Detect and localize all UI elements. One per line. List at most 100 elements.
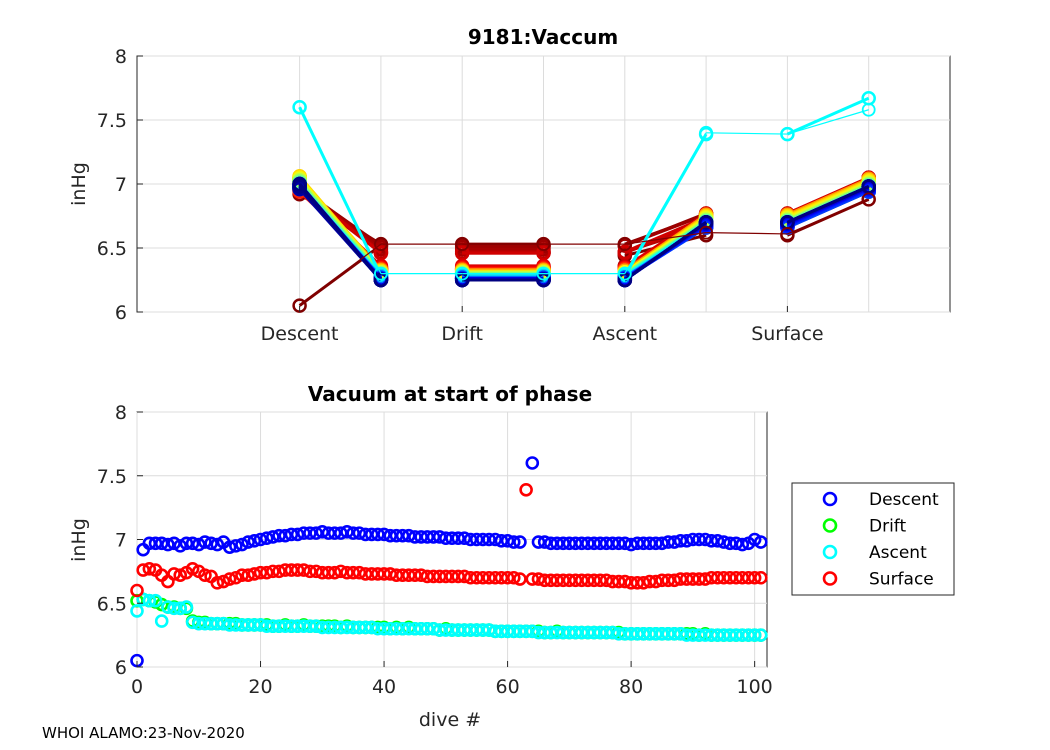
scatter-point bbox=[500, 570, 515, 585]
scatter-point bbox=[500, 533, 515, 548]
scatter-point bbox=[222, 572, 237, 586]
scatter-point bbox=[519, 482, 533, 497]
scatter-point bbox=[179, 536, 194, 551]
bottom-x-tick-label: 40 bbox=[372, 676, 396, 698]
scatter-point bbox=[346, 565, 360, 580]
scatter-point bbox=[679, 533, 694, 548]
scatter-point bbox=[327, 620, 342, 635]
top-highlight-point bbox=[373, 266, 388, 281]
top-y-tick-label: 7.5 bbox=[97, 110, 127, 132]
scatter-point bbox=[574, 625, 589, 640]
scatter-point bbox=[426, 621, 441, 636]
legend-marker bbox=[822, 491, 838, 507]
scatter-point bbox=[636, 576, 651, 590]
scatter-point bbox=[414, 568, 428, 583]
legend-marker bbox=[822, 571, 838, 586]
scatter-point bbox=[142, 536, 157, 551]
scatter-point bbox=[426, 530, 441, 544]
scatter-point bbox=[371, 527, 385, 542]
scatter-point bbox=[161, 537, 175, 552]
scatter-point bbox=[259, 619, 274, 634]
scatter-point bbox=[266, 619, 280, 634]
scatter-point bbox=[469, 570, 484, 585]
scatter-point bbox=[136, 563, 150, 577]
scatter-point bbox=[130, 604, 144, 618]
bottom-points bbox=[130, 456, 768, 668]
scatter-point bbox=[420, 569, 435, 584]
scatter-point bbox=[488, 624, 503, 639]
scatter-point bbox=[476, 532, 490, 547]
scatter-point bbox=[587, 573, 601, 588]
scatter-point bbox=[235, 537, 249, 552]
top-series-segment bbox=[623, 133, 708, 277]
top-x-tick-label: Surface bbox=[751, 323, 823, 345]
scatter-point bbox=[198, 616, 212, 631]
scatter-point bbox=[259, 531, 274, 546]
scatter-point bbox=[673, 533, 688, 548]
scatter-point bbox=[198, 568, 212, 583]
scatter-point bbox=[611, 574, 626, 589]
scatter-point bbox=[185, 536, 200, 551]
scatter-point bbox=[618, 627, 632, 641]
scatter-point bbox=[210, 576, 225, 590]
bottom-chart: 0 20 40 60 80 100 6 6.5 7 7.5 8 Vacuum at start of… bbox=[68, 382, 955, 731]
top-chart-title: 9181:Vaccum bbox=[468, 25, 618, 49]
top-highlight-segment bbox=[787, 109, 869, 135]
scatter-point bbox=[179, 600, 194, 614]
scatter-point bbox=[525, 572, 540, 586]
scatter-point bbox=[371, 621, 385, 636]
scatter-point bbox=[729, 570, 743, 585]
scatter-point bbox=[334, 620, 348, 635]
scatter-point bbox=[432, 623, 447, 637]
scatter-point bbox=[667, 535, 682, 549]
top-highlight-connector bbox=[706, 232, 788, 235]
scatter-point bbox=[735, 628, 750, 642]
scatter-point bbox=[710, 628, 725, 642]
scatter-point bbox=[642, 536, 657, 551]
scatter-point bbox=[136, 592, 150, 607]
scatter-point bbox=[494, 570, 509, 585]
scatter-point bbox=[513, 572, 527, 586]
scatter-point bbox=[544, 573, 558, 588]
scatter-point bbox=[716, 570, 731, 585]
scatter-point bbox=[327, 526, 342, 540]
scatter-point bbox=[618, 574, 632, 589]
scatter-point bbox=[321, 526, 336, 540]
scatter-point bbox=[679, 572, 694, 586]
top-highlight-point bbox=[617, 266, 632, 281]
bottom-y-tick-label: 6.5 bbox=[97, 593, 127, 615]
top-series-point bbox=[617, 244, 633, 260]
scatter-point bbox=[667, 627, 682, 641]
scatter-point bbox=[389, 621, 404, 636]
scatter-point bbox=[259, 565, 274, 580]
scatter-point bbox=[747, 628, 762, 642]
scatter-point bbox=[494, 533, 509, 548]
top-y-tick-label: 8 bbox=[115, 46, 127, 68]
bottom-y-tick-label: 7 bbox=[115, 530, 127, 552]
bottom-x-tick-label: 100 bbox=[737, 676, 773, 698]
scatter-point bbox=[698, 628, 713, 642]
scatter-point bbox=[432, 530, 447, 544]
scatter-point bbox=[247, 567, 262, 581]
scatter-point bbox=[716, 535, 731, 549]
scatter-point bbox=[340, 620, 354, 635]
scatter-point bbox=[229, 539, 243, 553]
scatter-point bbox=[414, 530, 428, 544]
scatter-point bbox=[247, 533, 262, 548]
scatter-point bbox=[618, 536, 632, 551]
scatter-point bbox=[636, 627, 651, 641]
scatter-point bbox=[692, 628, 706, 642]
scatter-point bbox=[142, 562, 157, 576]
scatter-point bbox=[556, 573, 570, 588]
scatter-point bbox=[377, 621, 391, 636]
scatter-point bbox=[754, 628, 768, 642]
scatter-point bbox=[445, 623, 459, 637]
scatter-point bbox=[173, 539, 188, 553]
scatter-point bbox=[679, 628, 694, 642]
scatter-point bbox=[395, 621, 410, 636]
scatter-point bbox=[605, 625, 620, 640]
top-series-point bbox=[292, 176, 307, 192]
scatter-point bbox=[624, 576, 638, 590]
scatter-point bbox=[432, 569, 447, 584]
scatter-point bbox=[216, 574, 231, 589]
